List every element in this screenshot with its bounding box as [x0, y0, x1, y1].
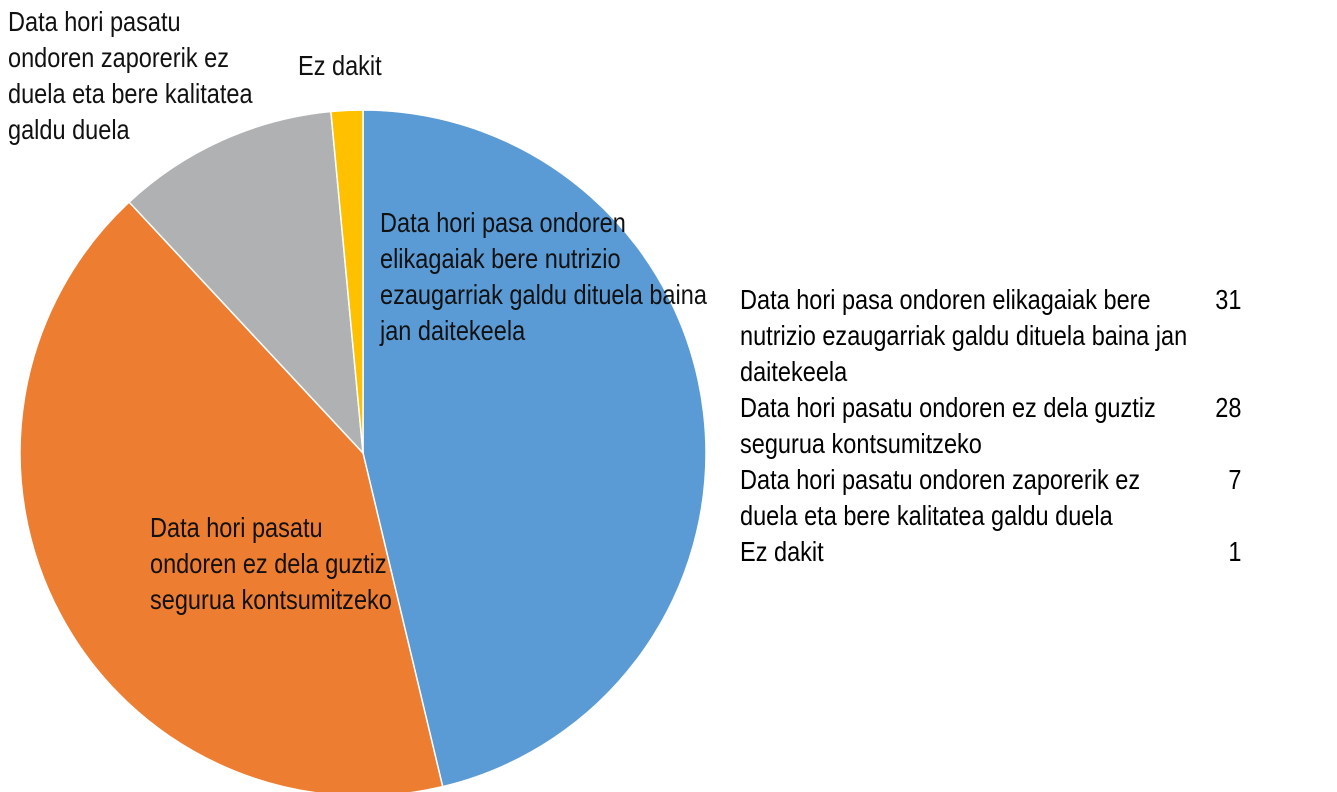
legend-label: Data hori pasatu ondoren ez dela guztiz … — [740, 392, 1156, 459]
legend-value: 7 — [1228, 464, 1242, 495]
pie-slice — [128, 110, 364, 456]
pie-slice — [19, 201, 444, 792]
pie-slice — [362, 109, 707, 788]
legend-label: Ez dakit — [740, 536, 824, 567]
slice-label: Data hori pasatu ondoren ez dela guztiz … — [150, 512, 392, 615]
slice-label: Data hori pasa ondoren elikagaiak bere n… — [380, 207, 707, 346]
slice-label: Data hori pasatu ondoren zaporerik ez du… — [8, 6, 253, 145]
legend-row: Data hori pasa ondoren elikagaiak bere n… — [740, 282, 1241, 390]
legend-table: Data hori pasa ondoren elikagaiak bere n… — [740, 282, 1241, 570]
legend-value: 1 — [1228, 536, 1242, 567]
legend-value: 31 — [1215, 284, 1242, 315]
pie-slice — [330, 109, 364, 454]
legend-row: Data hori pasatu ondoren zaporerik ez du… — [740, 462, 1241, 534]
legend-label: Data hori pasa ondoren elikagaiak bere n… — [740, 284, 1188, 387]
legend-label: Data hori pasatu ondoren zaporerik ez du… — [740, 464, 1141, 531]
legend-row: Ez dakit 1 — [740, 534, 1241, 570]
legend-value: 28 — [1215, 392, 1242, 423]
slice-label: Ez dakit — [298, 50, 382, 81]
legend-row: Data hori pasatu ondoren ez dela guztiz … — [740, 390, 1241, 462]
